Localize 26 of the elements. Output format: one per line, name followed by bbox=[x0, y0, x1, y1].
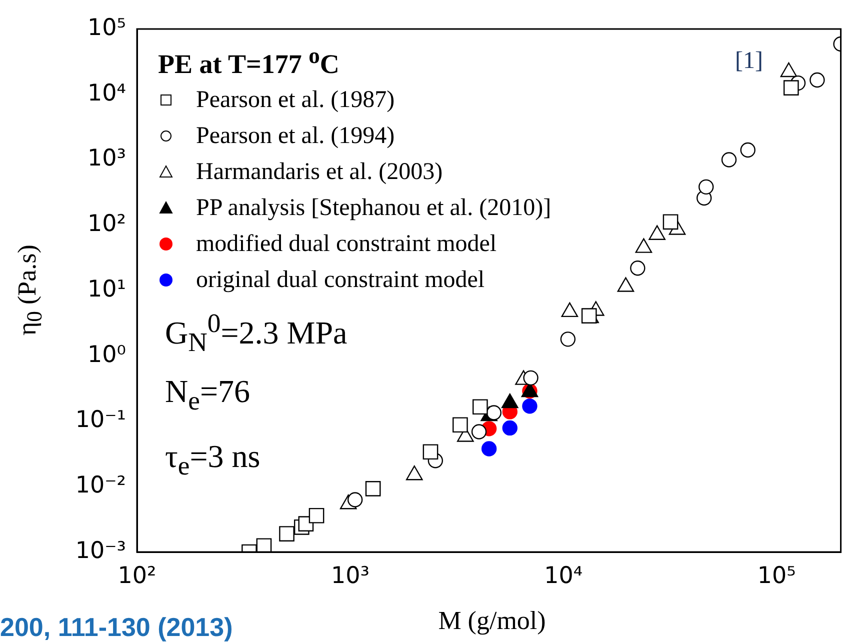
legend-label: PP analysis [Stephanou et al. (2010)] bbox=[196, 194, 552, 223]
x-tick-label: 10² bbox=[118, 562, 156, 589]
legend-label: modified dual constraint model bbox=[196, 230, 497, 259]
annotation: G$_{N}$$^{0}$=2.3 MPa bbox=[165, 308, 348, 358]
y-tick-label: 10⁴ bbox=[88, 80, 126, 106]
text: 200, 111-130 (2013) bbox=[0, 612, 233, 642]
legend-title: PE at T=177 $^{o}$C bbox=[158, 42, 340, 81]
x-tick-label: 10⁵ bbox=[757, 562, 796, 589]
y-tick-label: 10⁻¹ bbox=[75, 407, 126, 434]
y-tick-label: 10⁰ bbox=[88, 342, 126, 368]
y-tick-label: 10⁵ bbox=[88, 14, 126, 41]
y-tick-label: 10⁻³ bbox=[75, 538, 126, 564]
y-tick-label: 10⁻² bbox=[75, 472, 126, 499]
x-tick-label: 10³ bbox=[330, 562, 370, 589]
annotation: [1] bbox=[735, 48, 763, 75]
annotation: N$_{e}$=76 bbox=[165, 373, 250, 416]
annotation: τ$_{e}$=3 ns bbox=[165, 438, 260, 482]
legend-label: Harmandaris et al. (2003) bbox=[196, 158, 443, 187]
legend-label: Pearson et al. (1987) bbox=[196, 86, 395, 115]
legend-label: original dual constraint model bbox=[196, 266, 485, 295]
x-tick-label: 10⁴ bbox=[544, 562, 583, 589]
x-axis-title: M (g/mol) bbox=[438, 606, 546, 635]
legend-label: Pearson et al. (1994) bbox=[196, 122, 395, 151]
y-tick-label: 10² bbox=[88, 211, 126, 238]
y-tick-label: 10³ bbox=[88, 146, 126, 172]
y-tick-label: 10¹ bbox=[88, 276, 126, 302]
